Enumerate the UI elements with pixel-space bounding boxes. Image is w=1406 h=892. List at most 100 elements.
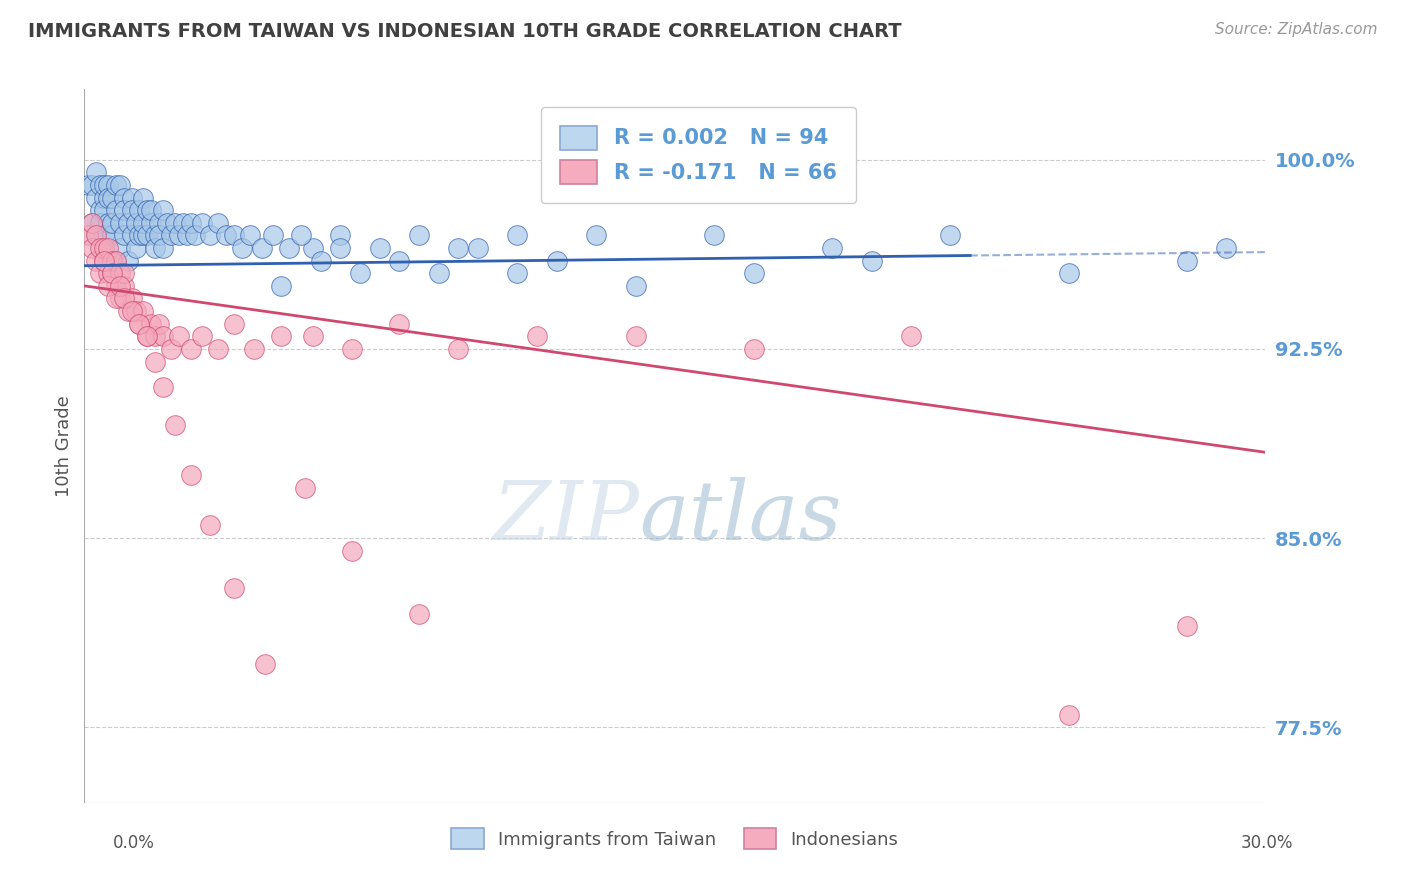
Point: [97, 178, 120, 192]
Point: [447, 241, 470, 255]
Point: [84, 191, 107, 205]
Point: [101, 191, 124, 205]
Point: [108, 266, 131, 280]
Point: [136, 329, 159, 343]
Point: [900, 329, 922, 343]
Point: [624, 329, 647, 343]
Point: [97, 266, 120, 280]
Point: [101, 228, 124, 243]
Point: [191, 329, 214, 343]
Point: [93, 253, 115, 268]
Point: [101, 253, 124, 268]
Point: [121, 304, 143, 318]
Point: [141, 216, 163, 230]
Point: [388, 317, 411, 331]
Point: [89, 241, 111, 255]
Point: [506, 228, 529, 243]
Point: [104, 292, 127, 306]
Point: [163, 417, 186, 432]
Point: [112, 292, 135, 306]
Point: [447, 342, 470, 356]
Point: [242, 342, 264, 356]
Point: [93, 191, 115, 205]
Point: [290, 228, 312, 243]
Point: [117, 216, 139, 230]
Point: [294, 481, 316, 495]
Point: [427, 266, 450, 280]
Point: [132, 304, 155, 318]
Text: ZIP: ZIP: [492, 477, 640, 558]
Point: [108, 216, 131, 230]
Point: [124, 216, 146, 230]
Point: [191, 216, 214, 230]
Point: [152, 329, 174, 343]
Text: Source: ZipAtlas.com: Source: ZipAtlas.com: [1215, 22, 1378, 37]
Point: [89, 216, 111, 230]
Point: [108, 278, 131, 293]
Point: [506, 266, 529, 280]
Point: [152, 203, 174, 218]
Point: [82, 178, 104, 192]
Point: [112, 191, 135, 205]
Point: [156, 216, 179, 230]
Point: [250, 241, 273, 255]
Point: [207, 342, 229, 356]
Point: [93, 228, 115, 243]
Point: [207, 216, 229, 230]
Point: [77, 228, 100, 243]
Point: [104, 203, 127, 218]
Point: [172, 216, 194, 230]
Point: [200, 518, 222, 533]
Point: [93, 253, 115, 268]
Point: [160, 228, 183, 243]
Point: [128, 317, 150, 331]
Point: [104, 278, 127, 293]
Point: [108, 292, 131, 306]
Point: [124, 304, 146, 318]
Point: [152, 241, 174, 255]
Point: [104, 253, 127, 268]
Point: [132, 191, 155, 205]
Point: [101, 266, 124, 280]
Point: [309, 253, 332, 268]
Point: [124, 241, 146, 255]
Point: [231, 241, 253, 255]
Point: [624, 278, 647, 293]
Point: [128, 203, 150, 218]
Point: [180, 342, 202, 356]
Point: [340, 342, 363, 356]
Point: [112, 228, 135, 243]
Point: [121, 292, 143, 306]
Point: [82, 241, 104, 255]
Point: [340, 543, 363, 558]
Point: [270, 278, 292, 293]
Point: [93, 241, 115, 255]
Point: [329, 241, 352, 255]
Point: [128, 228, 150, 243]
Point: [84, 253, 107, 268]
Point: [703, 228, 725, 243]
Point: [117, 253, 139, 268]
Point: [222, 582, 245, 596]
Point: [97, 216, 120, 230]
Point: [183, 228, 205, 243]
Point: [121, 228, 143, 243]
Point: [167, 228, 190, 243]
Point: [148, 317, 170, 331]
Point: [546, 253, 568, 268]
Text: 0.0%: 0.0%: [112, 834, 155, 852]
Point: [89, 178, 111, 192]
Point: [136, 203, 159, 218]
Point: [101, 216, 124, 230]
Legend: Immigrants from Taiwan, Indonesians: Immigrants from Taiwan, Indonesians: [443, 819, 907, 858]
Point: [84, 165, 107, 179]
Point: [97, 241, 120, 255]
Point: [742, 266, 765, 280]
Point: [278, 241, 301, 255]
Point: [132, 228, 155, 243]
Point: [939, 228, 962, 243]
Point: [270, 329, 292, 343]
Point: [143, 241, 166, 255]
Point: [239, 228, 262, 243]
Point: [143, 228, 166, 243]
